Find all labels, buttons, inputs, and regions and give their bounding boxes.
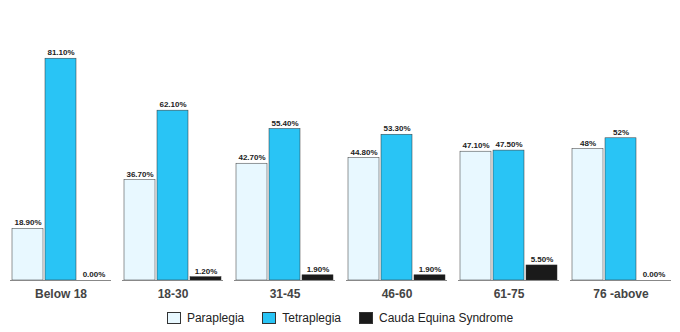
svg-text:44.80%: 44.80% bbox=[350, 148, 377, 157]
svg-text:53.30%: 53.30% bbox=[383, 124, 410, 133]
svg-text:5.50%: 5.50% bbox=[531, 255, 554, 264]
html-text:Tetraplegia: Tetraplegia bbox=[282, 311, 341, 325]
svg-text:62.10%: 62.10% bbox=[159, 100, 186, 109]
svg-text:48%: 48% bbox=[580, 139, 596, 148]
svg-text:31-45: 31-45 bbox=[270, 287, 301, 301]
svg-text:55.40%: 55.40% bbox=[271, 119, 298, 128]
svg-text:1.90%: 1.90% bbox=[307, 265, 330, 274]
html-text:Paraplegia: Paraplegia bbox=[186, 311, 245, 325]
svg-text:52%: 52% bbox=[613, 128, 629, 137]
svg-text:47.50%: 47.50% bbox=[495, 140, 522, 149]
svg-text:76 -above: 76 -above bbox=[593, 287, 649, 301]
svg-text:46-60: 46-60 bbox=[382, 287, 413, 301]
svg-text:0.00%: 0.00% bbox=[643, 270, 666, 279]
html-text:Cauda Equina Syndrome: Cauda Equina Syndrome bbox=[379, 311, 514, 325]
svg-text:47.10%: 47.10% bbox=[462, 141, 489, 150]
svg-text:Below 18: Below 18 bbox=[35, 287, 87, 301]
svg-text:1.90%: 1.90% bbox=[419, 265, 442, 274]
svg-text:1.20%: 1.20% bbox=[195, 267, 218, 276]
svg-text:0.00%: 0.00% bbox=[83, 270, 106, 279]
svg-text:18.90%: 18.90% bbox=[14, 218, 41, 227]
svg-text:18-30: 18-30 bbox=[158, 287, 189, 301]
svg-text:36.70%: 36.70% bbox=[126, 170, 153, 179]
svg-text:61-75: 61-75 bbox=[494, 287, 525, 301]
svg-text:42.70%: 42.70% bbox=[238, 153, 265, 162]
svg-text:81.10%: 81.10% bbox=[47, 48, 74, 57]
